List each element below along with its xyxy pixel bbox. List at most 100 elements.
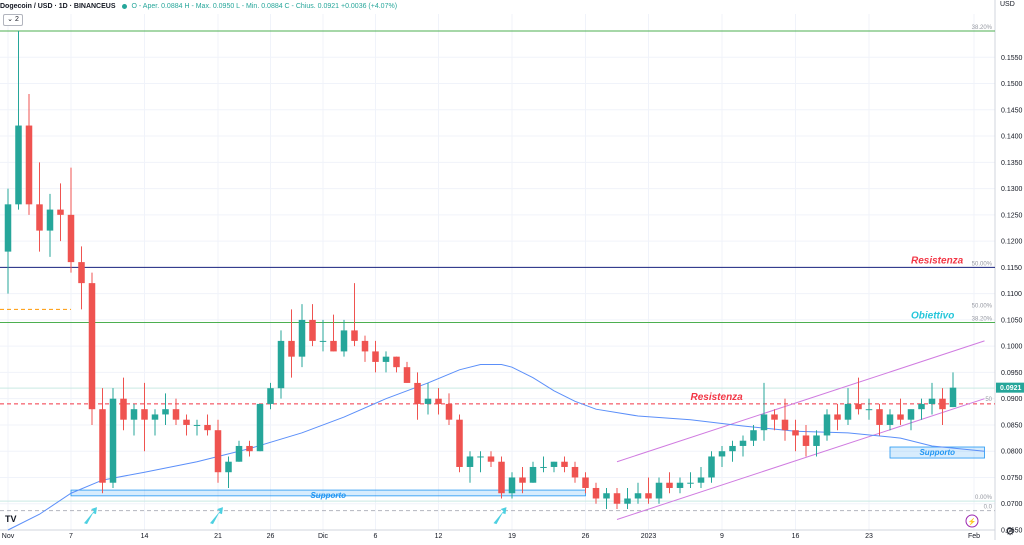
candle-body[interactable] [151, 414, 159, 420]
candle-body[interactable] [687, 482, 694, 484]
candle-body[interactable] [498, 461, 505, 494]
candle-body[interactable] [739, 440, 747, 446]
candle-body[interactable] [676, 482, 684, 488]
candle-body[interactable] [256, 403, 264, 452]
candle-body[interactable] [561, 461, 568, 467]
candle-body[interactable] [25, 125, 33, 205]
candle-body[interactable] [298, 319, 306, 357]
candle-body[interactable] [771, 414, 778, 420]
candle-body[interactable] [697, 477, 705, 483]
candle-body[interactable] [886, 414, 894, 425]
candle-body[interactable] [67, 214, 75, 263]
candle-body[interactable] [403, 367, 411, 383]
candle-body[interactable] [802, 435, 810, 446]
candle-body[interactable] [823, 414, 831, 436]
candle-body[interactable] [624, 498, 631, 504]
channel-line-upper[interactable] [616, 340, 985, 463]
candle-body[interactable] [162, 409, 169, 415]
candle-body[interactable] [267, 388, 274, 404]
candle-body[interactable] [235, 445, 243, 462]
candle-body[interactable] [57, 209, 64, 215]
candle-body[interactable] [466, 456, 474, 467]
candle-body[interactable] [120, 398, 127, 420]
candle-body[interactable] [141, 409, 148, 420]
candle-body[interactable] [445, 403, 453, 420]
candle-body[interactable] [876, 409, 883, 425]
candle-body[interactable] [592, 487, 600, 499]
candle-body[interactable] [4, 204, 12, 252]
candle-body[interactable] [214, 430, 222, 473]
candle-body[interactable] [855, 403, 862, 410]
candle-body[interactable] [424, 398, 432, 404]
symbol-title[interactable]: Dogecoin / USD · 1D · BINANCEUS [0, 3, 116, 10]
candle-body[interactable] [319, 340, 327, 342]
candle-body[interactable] [918, 403, 925, 410]
candle-body[interactable] [718, 451, 726, 457]
candle-body[interactable] [109, 398, 117, 483]
candle-body[interactable] [477, 456, 484, 458]
candle-body[interactable] [351, 330, 358, 341]
channel-line-lower[interactable] [616, 398, 985, 520]
candle-body[interactable] [15, 125, 22, 205]
candle-body[interactable] [36, 204, 43, 231]
candle-body[interactable] [393, 356, 400, 368]
candle-body[interactable] [949, 387, 957, 408]
candle-body[interactable] [655, 482, 663, 499]
candle-body[interactable] [550, 461, 558, 467]
candle-body[interactable] [939, 398, 946, 410]
candle-body[interactable] [456, 419, 463, 467]
candle-body[interactable] [382, 356, 390, 362]
lightning-icon[interactable] [965, 514, 979, 528]
candle-body[interactable] [46, 209, 54, 231]
candle-body[interactable] [372, 351, 379, 362]
candle-body[interactable] [582, 477, 589, 488]
candle-body[interactable] [361, 340, 369, 352]
indicators-collapse-button[interactable]: ⌄ 2 [3, 14, 23, 26]
candle-body[interactable] [225, 461, 232, 473]
candle-body[interactable] [750, 430, 757, 441]
candle-body[interactable] [130, 409, 138, 420]
candle-body[interactable] [172, 409, 180, 420]
candle-body[interactable] [603, 493, 610, 499]
candle-body[interactable] [183, 419, 190, 425]
candle-body[interactable] [813, 435, 820, 446]
candle-body[interactable] [519, 477, 526, 483]
candle-body[interactable] [340, 330, 348, 352]
candle-body[interactable] [792, 430, 799, 436]
candle-body[interactable] [309, 319, 316, 341]
candle-body[interactable] [508, 477, 516, 494]
candle-body[interactable] [435, 398, 442, 404]
currency-selector[interactable]: USD [1000, 1, 1015, 8]
candle-body[interactable] [487, 456, 495, 462]
candle-body[interactable] [193, 424, 201, 426]
candle-body[interactable] [99, 409, 106, 483]
support-zone[interactable] [889, 446, 985, 459]
candle-body[interactable] [708, 456, 715, 478]
candle-body[interactable] [88, 283, 96, 410]
candle-body[interactable] [844, 403, 852, 420]
candle-body[interactable] [907, 409, 915, 420]
candle-body[interactable] [288, 340, 295, 357]
candle-body[interactable] [645, 493, 652, 499]
candle-body[interactable] [540, 466, 547, 468]
candle-body[interactable] [330, 340, 337, 352]
candle-body[interactable] [78, 262, 85, 284]
candle-body[interactable] [613, 493, 621, 504]
candle-body[interactable] [414, 382, 421, 404]
candle-body[interactable] [760, 414, 768, 431]
moving-average-line[interactable] [7, 364, 985, 531]
candle-body[interactable] [781, 419, 789, 431]
candle-body[interactable] [277, 340, 285, 389]
candle-body[interactable] [834, 414, 841, 420]
candle-body[interactable] [634, 493, 642, 499]
candle-body[interactable] [729, 445, 736, 452]
candle-body[interactable] [204, 424, 211, 431]
candle-body[interactable] [666, 482, 673, 488]
candle-body[interactable] [897, 414, 904, 420]
candle-body[interactable] [928, 398, 936, 404]
chart-settings-icon[interactable]: ⚙ [1005, 526, 1015, 538]
candle-body[interactable] [865, 409, 873, 411]
candle-body[interactable] [246, 445, 253, 452]
